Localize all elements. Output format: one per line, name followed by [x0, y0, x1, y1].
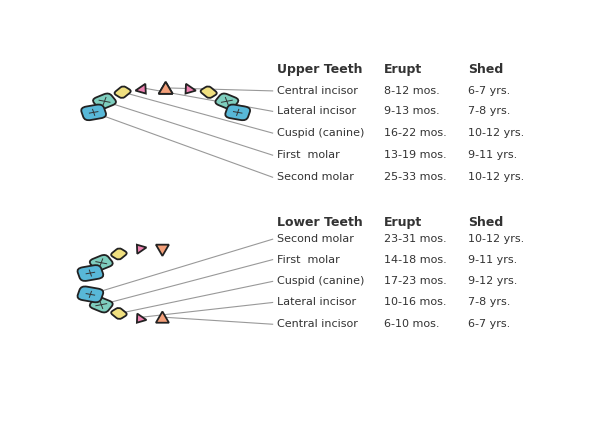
Text: 9-11 yrs.: 9-11 yrs. [468, 255, 517, 265]
FancyBboxPatch shape [81, 104, 106, 120]
Text: 13-19 mos.: 13-19 mos. [384, 150, 447, 160]
PathPatch shape [158, 82, 173, 94]
Text: Lateral incisor: Lateral incisor [277, 106, 356, 116]
Text: Lateral incisor: Lateral incisor [277, 297, 356, 307]
Text: 9-13 mos.: 9-13 mos. [384, 106, 440, 116]
Text: 9-11 yrs.: 9-11 yrs. [468, 150, 517, 160]
FancyBboxPatch shape [215, 93, 238, 109]
Text: 8-12 mos.: 8-12 mos. [384, 86, 440, 96]
Text: First  molar: First molar [277, 255, 340, 265]
Text: 10-16 mos.: 10-16 mos. [384, 297, 447, 307]
FancyBboxPatch shape [111, 248, 127, 259]
Text: Shed: Shed [468, 63, 503, 76]
Text: 6-10 mos.: 6-10 mos. [384, 319, 440, 329]
Text: Upper Teeth: Upper Teeth [277, 63, 363, 76]
Text: 6-7 yrs.: 6-7 yrs. [468, 319, 510, 329]
Text: 23-31 mos.: 23-31 mos. [384, 234, 447, 244]
Text: Erupt: Erupt [384, 63, 422, 76]
FancyBboxPatch shape [77, 265, 103, 281]
PathPatch shape [136, 84, 146, 94]
Text: 10-12 yrs.: 10-12 yrs. [468, 234, 524, 244]
PathPatch shape [137, 245, 146, 254]
PathPatch shape [156, 312, 169, 323]
FancyBboxPatch shape [200, 86, 217, 98]
Text: 16-22 mos.: 16-22 mos. [384, 128, 447, 138]
Text: 7-8 yrs.: 7-8 yrs. [468, 106, 510, 116]
PathPatch shape [137, 314, 146, 323]
FancyBboxPatch shape [225, 104, 250, 120]
Text: Central incisor: Central incisor [277, 319, 358, 329]
Text: 7-8 yrs.: 7-8 yrs. [468, 297, 510, 307]
Text: Cuspid (canine): Cuspid (canine) [277, 276, 365, 286]
Text: Second molar: Second molar [277, 234, 354, 244]
Text: Second molar: Second molar [277, 172, 354, 182]
FancyBboxPatch shape [77, 286, 103, 302]
PathPatch shape [156, 245, 169, 256]
Text: 10-12 yrs.: 10-12 yrs. [468, 128, 524, 138]
Text: Cuspid (canine): Cuspid (canine) [277, 128, 365, 138]
FancyBboxPatch shape [111, 308, 127, 319]
PathPatch shape [185, 84, 196, 94]
FancyBboxPatch shape [90, 255, 113, 270]
Text: Shed: Shed [468, 216, 503, 229]
Text: 6-7 yrs.: 6-7 yrs. [468, 86, 510, 96]
Text: 9-12 yrs.: 9-12 yrs. [468, 276, 517, 286]
FancyBboxPatch shape [115, 86, 131, 98]
FancyBboxPatch shape [90, 297, 113, 312]
Text: 14-18 mos.: 14-18 mos. [384, 255, 447, 265]
Text: 25-33 mos.: 25-33 mos. [384, 172, 447, 182]
Text: Erupt: Erupt [384, 216, 422, 229]
Text: First  molar: First molar [277, 150, 340, 160]
Text: Lower Teeth: Lower Teeth [277, 216, 363, 229]
Text: 10-12 yrs.: 10-12 yrs. [468, 172, 524, 182]
FancyBboxPatch shape [93, 93, 116, 109]
PathPatch shape [158, 82, 173, 94]
Text: Central incisor: Central incisor [277, 86, 358, 96]
Text: 17-23 mos.: 17-23 mos. [384, 276, 447, 286]
